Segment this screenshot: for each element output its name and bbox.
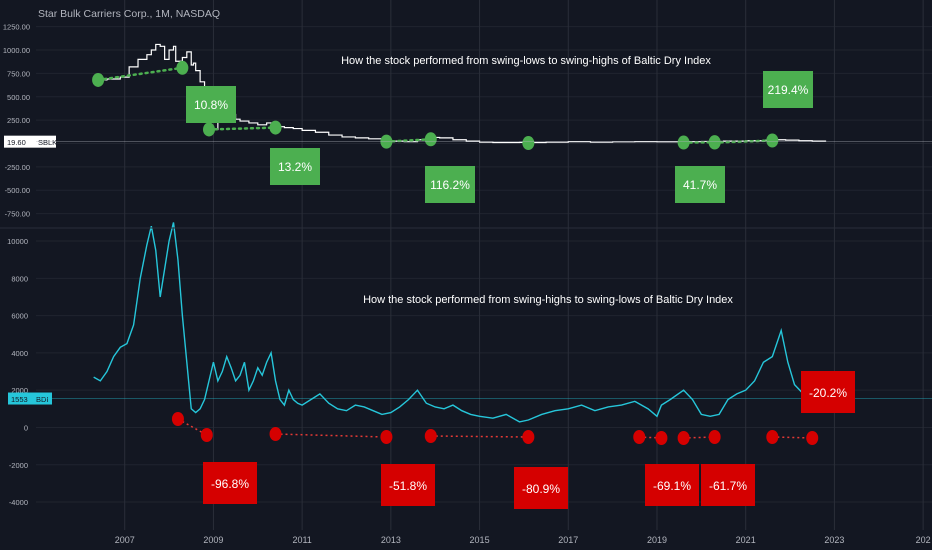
swing-low-marker[interactable]: [708, 135, 721, 150]
swing-high-marker[interactable]: [171, 412, 184, 426]
bottom-pane-annotation: How the stock performed from swing-highs…: [363, 294, 733, 306]
x-tick-label: 2007: [115, 535, 135, 545]
x-tick-label: 202: [916, 535, 931, 545]
loss-label-box: [645, 464, 699, 506]
loss-label: -80.9%: [522, 482, 560, 496]
gain-label: 219.4%: [768, 83, 809, 97]
swing-low-marker[interactable]: [708, 430, 721, 444]
bdi-tag-value: 1553: [11, 395, 28, 404]
y-tick-label: -500.00: [5, 186, 30, 195]
y-tick-label: 250.00: [7, 116, 30, 125]
gain-label-box: [186, 86, 236, 123]
swing-low-marker[interactable]: [806, 431, 819, 445]
swing-high-marker[interactable]: [176, 60, 189, 75]
symbol-title: Star Bulk Carriers Corp., 1M, NASDAQ: [38, 8, 220, 20]
sblk-price-tag[interactable]: [4, 135, 56, 148]
x-tick-label: 2011: [292, 535, 311, 545]
swing-dotted-line: [639, 436, 662, 439]
gain-label: 13.2%: [278, 160, 312, 174]
gain-label-box: [675, 166, 725, 203]
bdi-tag-label: BDI: [36, 395, 49, 404]
swing-low-marker[interactable]: [92, 72, 105, 87]
swing-high-marker[interactable]: [424, 429, 437, 443]
loss-label-box: [203, 462, 257, 504]
swing-high-marker[interactable]: [633, 430, 646, 444]
y-tick-label: 4000: [11, 349, 28, 358]
y-tick-label: 750.00: [7, 69, 30, 78]
y-tick-label: 8000: [11, 274, 28, 283]
gain-label-box: [425, 166, 475, 203]
loss-label: -69.1%: [653, 479, 691, 493]
swing-low-marker[interactable]: [655, 431, 668, 445]
y-tick-label: 1000.00: [3, 46, 30, 55]
gain-label-box: [270, 148, 320, 185]
x-tick-label: 2017: [558, 535, 578, 545]
top-pane-annotation: How the stock performed from swing-lows …: [341, 55, 711, 67]
swing-dotted-line: [430, 435, 529, 438]
x-tick-label: 2023: [824, 535, 844, 545]
y-tick-label: 0: [24, 423, 28, 432]
x-tick-label: 2015: [470, 535, 490, 545]
swing-low-marker[interactable]: [522, 430, 535, 444]
loss-label-box: [514, 467, 568, 509]
sblk-price-tag-label: SBLK: [38, 138, 57, 147]
y-tick-label: 6000: [11, 312, 28, 321]
x-tick-label: 2019: [647, 535, 667, 545]
y-tick-label: 10000: [7, 237, 28, 246]
gain-label: 116.2%: [430, 178, 470, 192]
swing-marker[interactable]: [522, 136, 535, 151]
swing-dotted-line: [385, 138, 433, 143]
swing-low-marker[interactable]: [380, 430, 393, 444]
y-tick-label: -750.00: [5, 210, 30, 219]
y-tick-label: -4000: [9, 498, 28, 507]
gain-label: 10.8%: [194, 98, 228, 112]
grid: [36, 0, 932, 530]
loss-label: -51.8%: [389, 479, 427, 493]
swing-low-marker[interactable]: [202, 122, 215, 137]
swing-high-marker[interactable]: [269, 427, 282, 441]
gain-label-box: [763, 71, 813, 108]
gain-label: 41.7%: [683, 178, 717, 192]
bdi-line: [93, 222, 822, 423]
sblk-price-tag-value: 19.60: [7, 138, 26, 147]
swing-low-marker[interactable]: [200, 428, 213, 442]
loss-label-box: [801, 371, 855, 413]
bdi-value-tag[interactable]: [8, 392, 52, 405]
loss-label: -61.7%: [709, 479, 747, 493]
swing-high-marker[interactable]: [766, 430, 779, 444]
swing-high-marker[interactable]: [424, 132, 437, 147]
swing-high-marker[interactable]: [677, 431, 690, 445]
y-tick-label: -250.00: [5, 163, 30, 172]
bdi-pane[interactable]: 10000 8000 6000 4000 2000 0 -2000 -4000 How the …: [7, 222, 932, 509]
loss-label-box: [381, 464, 435, 506]
x-tick-label: 2021: [736, 535, 756, 545]
swing-dotted-line: [772, 436, 813, 439]
time-axis[interactable]: 2007 2009 2011 2013 2015 2017 2019 2021 2023 202: [115, 535, 931, 545]
loss-label-box: [701, 464, 755, 506]
swing-dotted-line: [275, 433, 387, 438]
y-tick-label: 500.00: [7, 93, 30, 102]
loss-label: -20.2%: [809, 386, 847, 400]
swing-high-marker[interactable]: [766, 133, 779, 148]
sblk-price-pane[interactable]: 1250.001000.00750.00500.00250.000.00-250…: [3, 23, 932, 219]
swing-low-marker[interactable]: [677, 135, 690, 150]
swing-dotted-line: [207, 126, 277, 131]
y-tick-label: 2000: [11, 386, 28, 395]
x-tick-label: 2009: [203, 535, 223, 545]
swing-dotted-line: [96, 66, 184, 82]
y-tick-label: -2000: [9, 461, 28, 470]
swing-high-marker[interactable]: [269, 120, 282, 135]
y-tick-label: 1250.00: [3, 23, 30, 32]
x-tick-label: 2013: [381, 535, 401, 545]
loss-label: -96.8%: [211, 477, 249, 491]
